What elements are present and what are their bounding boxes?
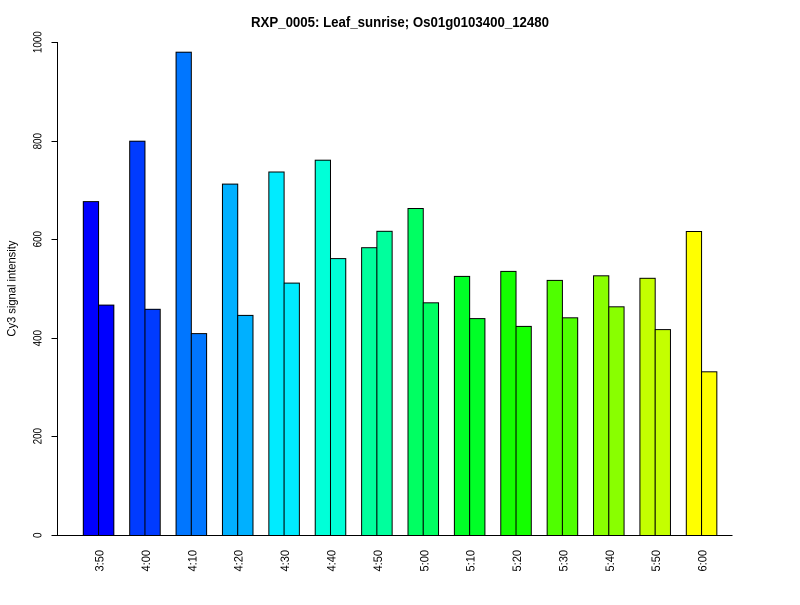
svg-text:0: 0 [31,532,45,538]
svg-text:5:10: 5:10 [464,550,478,572]
svg-text:5:50: 5:50 [649,550,663,572]
svg-text:200: 200 [31,428,45,445]
svg-text:Cy3 signal intensity: Cy3 signal intensity [5,241,19,337]
svg-text:600: 600 [31,231,45,248]
svg-text:4:30: 4:30 [278,550,292,572]
svg-text:5:40: 5:40 [603,550,617,572]
svg-text:5:30: 5:30 [556,550,570,572]
svg-text:3:50: 3:50 [93,550,107,572]
svg-text:4:50: 4:50 [371,550,385,572]
svg-text:4:40: 4:40 [324,550,338,572]
svg-text:5:20: 5:20 [510,550,524,572]
svg-text:RXP_0005: Leaf_sunrise; Os01g0: RXP_0005: Leaf_sunrise; Os01g0103400_124… [251,14,549,31]
svg-text:1000: 1000 [31,31,45,53]
svg-text:400: 400 [31,330,45,347]
svg-text:4:00: 4:00 [139,550,153,572]
svg-text:4:10: 4:10 [185,550,199,572]
svg-text:4:20: 4:20 [232,550,246,572]
svg-text:800: 800 [31,133,45,150]
svg-text:5:00: 5:00 [417,550,431,572]
svg-text:6:00: 6:00 [696,550,710,572]
